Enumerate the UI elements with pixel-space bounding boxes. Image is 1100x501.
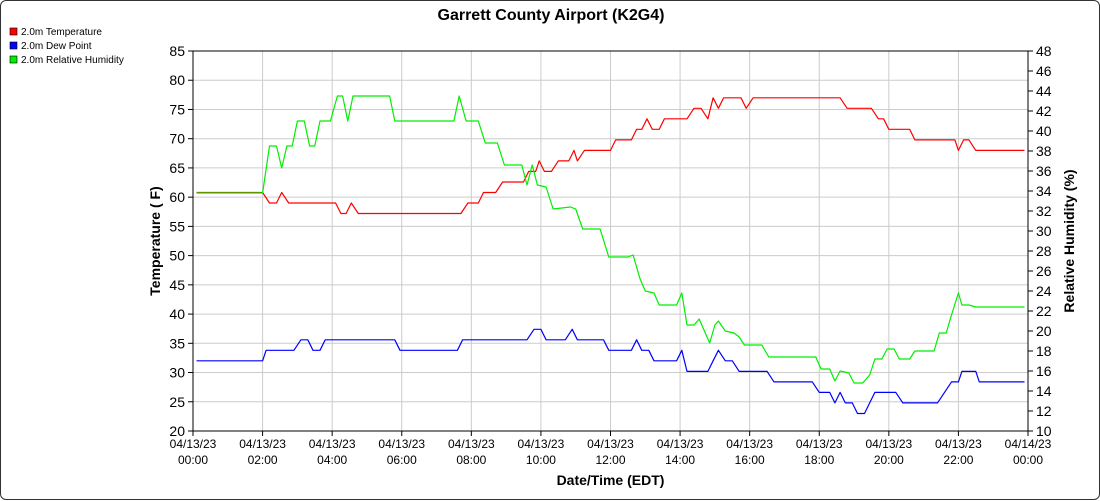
x-tick-date-label: 04/13/23 xyxy=(726,437,773,451)
x-tick-date-label: 04/13/23 xyxy=(378,437,425,451)
left-tick-label: 85 xyxy=(169,43,185,59)
left-tick-label: 80 xyxy=(169,72,185,88)
left-tick-label: 70 xyxy=(169,131,185,147)
left-axis: 20 25 30 35 40 45 50 55 60 65 70 75 80 85 xyxy=(169,43,193,439)
x-tick-date-label: 04/13/23 xyxy=(239,437,286,451)
x-tick-time-label: 20:00 xyxy=(874,453,904,467)
x-tick-date-label: 04/13/23 xyxy=(796,437,843,451)
left-tick-label: 45 xyxy=(169,277,185,293)
legend-label: 2.0m Relative Humidity xyxy=(21,55,124,66)
series-line-2-0m-temperature xyxy=(196,97,1025,215)
right-tick-label: 10 xyxy=(1036,423,1052,439)
right-tick-label: 32 xyxy=(1036,203,1052,219)
x-tick-time-label: 06:00 xyxy=(387,453,417,467)
right-tick-label: 40 xyxy=(1036,123,1052,139)
right-tick-label: 18 xyxy=(1036,343,1052,359)
x-tick-date-label: 04/13/23 xyxy=(865,437,912,451)
legend-label: 2.0m Temperature xyxy=(21,27,102,38)
x-tick-date-label: 04/13/23 xyxy=(309,437,356,451)
right-tick-label: 26 xyxy=(1036,263,1052,279)
right-tick-label: 16 xyxy=(1036,363,1052,379)
left-tick-label: 55 xyxy=(169,218,185,234)
x-tick-time-label: 22:00 xyxy=(943,453,973,467)
x-tick-time-label: 00:00 xyxy=(178,453,208,467)
right-tick-label: 24 xyxy=(1036,283,1052,299)
right-tick-label: 14 xyxy=(1036,383,1052,399)
x-tick-date-label: 04/13/23 xyxy=(170,437,217,451)
x-tick-time-label: 00:00 xyxy=(1013,453,1043,467)
series-layer xyxy=(196,95,1025,415)
left-tick-label: 65 xyxy=(169,160,185,176)
x-tick-time-label: 14:00 xyxy=(665,453,695,467)
x-tick-date-label: 04/13/23 xyxy=(518,437,565,451)
left-tick-label: 40 xyxy=(169,306,185,322)
right-tick-label: 30 xyxy=(1036,223,1052,239)
right-tick-label: 42 xyxy=(1036,103,1052,119)
left-tick-label: 25 xyxy=(169,394,185,410)
legend-swatch xyxy=(9,55,18,64)
x-axis: 04/13/23 00:00 04/13/23 02:00 04/13/23 04:00 0… xyxy=(170,431,1052,467)
series-line-2-0m-dew-point xyxy=(196,328,1025,415)
left-tick-label: 30 xyxy=(169,365,185,381)
x-tick-date-label: 04/13/23 xyxy=(587,437,634,451)
chart-title: Garrett County Airport (K2G4) xyxy=(438,7,665,24)
right-tick-label: 20 xyxy=(1036,323,1052,339)
x-tick-date-label: 04/13/23 xyxy=(935,437,982,451)
x-tick-time-label: 16:00 xyxy=(735,453,765,467)
right-tick-label: 34 xyxy=(1036,183,1052,199)
x-tick-time-label: 18:00 xyxy=(804,453,834,467)
right-tick-label: 46 xyxy=(1036,63,1052,79)
series-line-2-0m-relative-humidity xyxy=(196,95,1025,384)
right-axis: 10 12 14 16 18 20 22 24 26 28 30 32 34 36 38 40 42 44 46 48 xyxy=(1028,43,1052,439)
x-tick-time-label: 04:00 xyxy=(317,453,347,467)
x-tick-time-label: 10:00 xyxy=(526,453,556,467)
legend-swatch xyxy=(9,41,18,50)
left-tick-label: 60 xyxy=(169,189,185,205)
legend-label: 2.0m Dew Point xyxy=(21,41,92,52)
x-tick-date-label: 04/13/23 xyxy=(448,437,495,451)
x-tick-time-label: 08:00 xyxy=(456,453,486,467)
left-tick-label: 35 xyxy=(169,335,185,351)
legend: 2.0m Temperature 2.0m Dew Point 2.0m Relat… xyxy=(9,27,124,66)
left-tick-label: 75 xyxy=(169,101,185,117)
legend-swatch xyxy=(9,27,18,36)
x-tick-date-label: 04/13/23 xyxy=(657,437,704,451)
right-tick-label: 28 xyxy=(1036,243,1052,259)
left-tick-label: 20 xyxy=(169,423,185,439)
right-axis-title: Relative Humidity (%) xyxy=(1061,169,1077,312)
right-tick-label: 38 xyxy=(1036,143,1052,159)
right-tick-label: 36 xyxy=(1036,163,1052,179)
x-tick-date-label: 04/14/23 xyxy=(1005,437,1052,451)
right-tick-label: 48 xyxy=(1036,43,1052,59)
right-tick-label: 22 xyxy=(1036,303,1052,319)
x-tick-time-label: 02:00 xyxy=(248,453,278,467)
left-axis-title: Temperature ( F) xyxy=(147,186,163,295)
right-tick-label: 44 xyxy=(1036,83,1052,99)
left-tick-label: 50 xyxy=(169,248,185,264)
x-tick-time-label: 12:00 xyxy=(595,453,625,467)
x-axis-title: Date/Time (EDT) xyxy=(557,472,665,488)
right-tick-label: 12 xyxy=(1036,403,1052,419)
